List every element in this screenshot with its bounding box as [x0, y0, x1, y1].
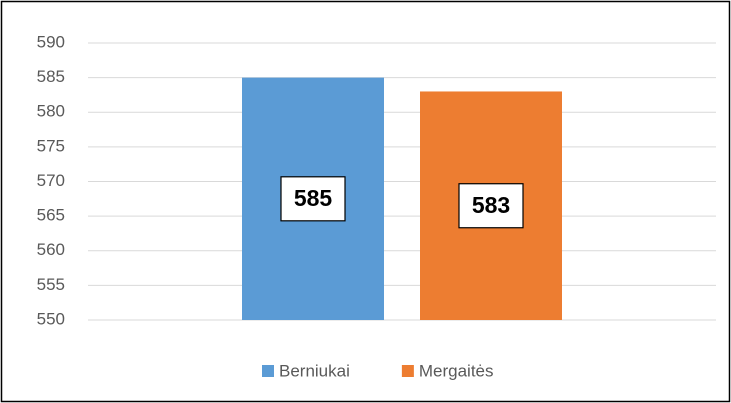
legend-label: Mergaitės	[419, 361, 494, 380]
y-tick-label: 585	[37, 67, 65, 86]
y-tick-label: 580	[37, 102, 65, 121]
data-label: 583	[472, 192, 510, 218]
data-label-box	[280, 176, 346, 222]
legend-swatch	[262, 365, 274, 377]
y-tick-label: 590	[37, 32, 65, 51]
data-label: 585	[294, 185, 333, 211]
legend-swatch	[401, 365, 414, 377]
data-label-box	[458, 183, 524, 229]
y-tick-label: 560	[37, 240, 65, 259]
y-tick-label: 575	[37, 136, 65, 155]
y-tick-label: 550	[37, 309, 65, 328]
y-tick-label: 565	[37, 206, 65, 225]
legend-label: Berniukai	[279, 361, 350, 380]
y-tick-label: 555	[37, 275, 65, 294]
y-tick-label: 570	[37, 171, 65, 190]
